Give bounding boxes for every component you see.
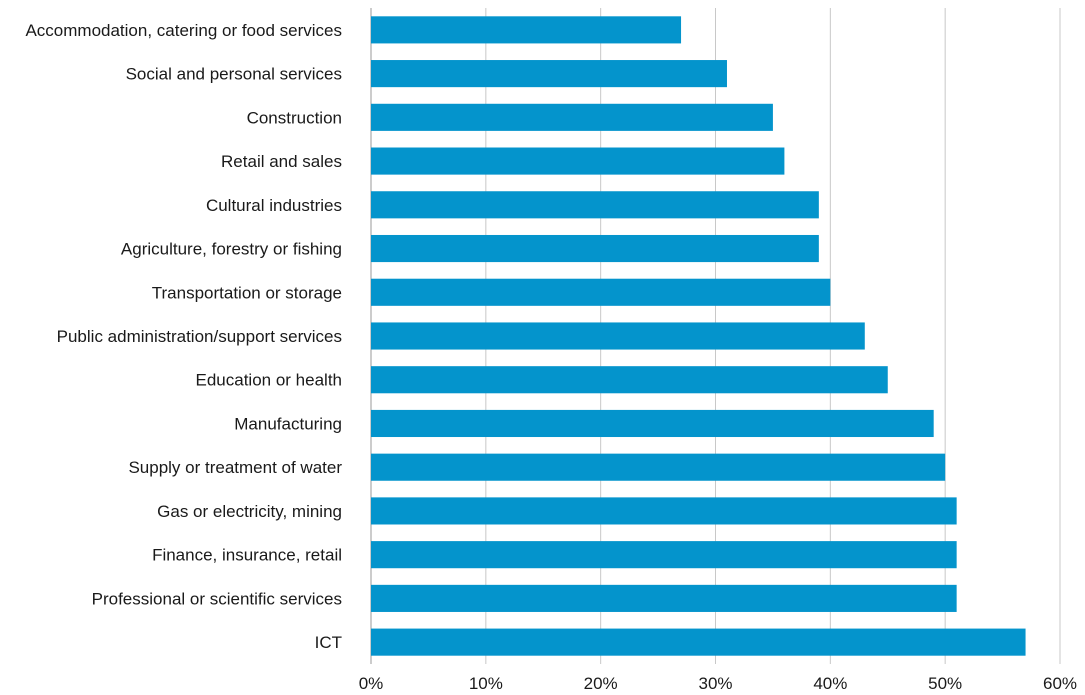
bars — [371, 16, 1026, 656]
category-label: Retail and sales — [221, 152, 342, 171]
category-label: Cultural industries — [206, 196, 342, 215]
category-label: Public administration/support services — [57, 327, 342, 346]
category-label: Supply or treatment of water — [128, 458, 342, 477]
category-label: Accommodation, catering or food services — [25, 21, 342, 40]
x-tick-label: 60% — [1043, 674, 1077, 693]
bar — [371, 191, 819, 219]
category-label: Social and personal services — [126, 65, 342, 84]
bar — [371, 409, 934, 438]
x-tick-label: 10% — [469, 674, 503, 693]
bar — [371, 60, 727, 88]
category-label: Gas or electricity, mining — [157, 502, 342, 521]
category-label: Agriculture, forestry or fishing — [121, 240, 342, 259]
bar — [371, 16, 682, 44]
x-tick-label: 20% — [584, 674, 618, 693]
bar — [371, 103, 773, 131]
bar — [371, 147, 785, 175]
x-tick-label: 40% — [813, 674, 847, 693]
x-tick-label: 30% — [698, 674, 732, 693]
category-label: Construction — [247, 108, 342, 127]
category-label: Transportation or storage — [152, 283, 342, 302]
category-label: Professional or scientific services — [92, 589, 342, 608]
bar — [371, 278, 831, 306]
bar — [371, 497, 957, 525]
x-tick-labels: 0% 10% 20% 30% 40% 50% 60% — [359, 674, 1077, 693]
bar — [371, 453, 946, 481]
x-tick-label: 0% — [359, 674, 384, 693]
category-label: ICT — [315, 633, 342, 652]
category-labels: Accommodation, catering or food services… — [25, 21, 342, 652]
category-label: Finance, insurance, retail — [152, 546, 342, 565]
category-label: Manufacturing — [234, 414, 342, 433]
bar — [371, 628, 1026, 656]
bar — [371, 234, 819, 263]
x-tick-label: 50% — [928, 674, 962, 693]
bar — [371, 366, 888, 394]
bar — [371, 584, 957, 612]
bar — [371, 322, 865, 350]
bar — [371, 541, 957, 569]
category-label: Education or health — [196, 371, 343, 390]
